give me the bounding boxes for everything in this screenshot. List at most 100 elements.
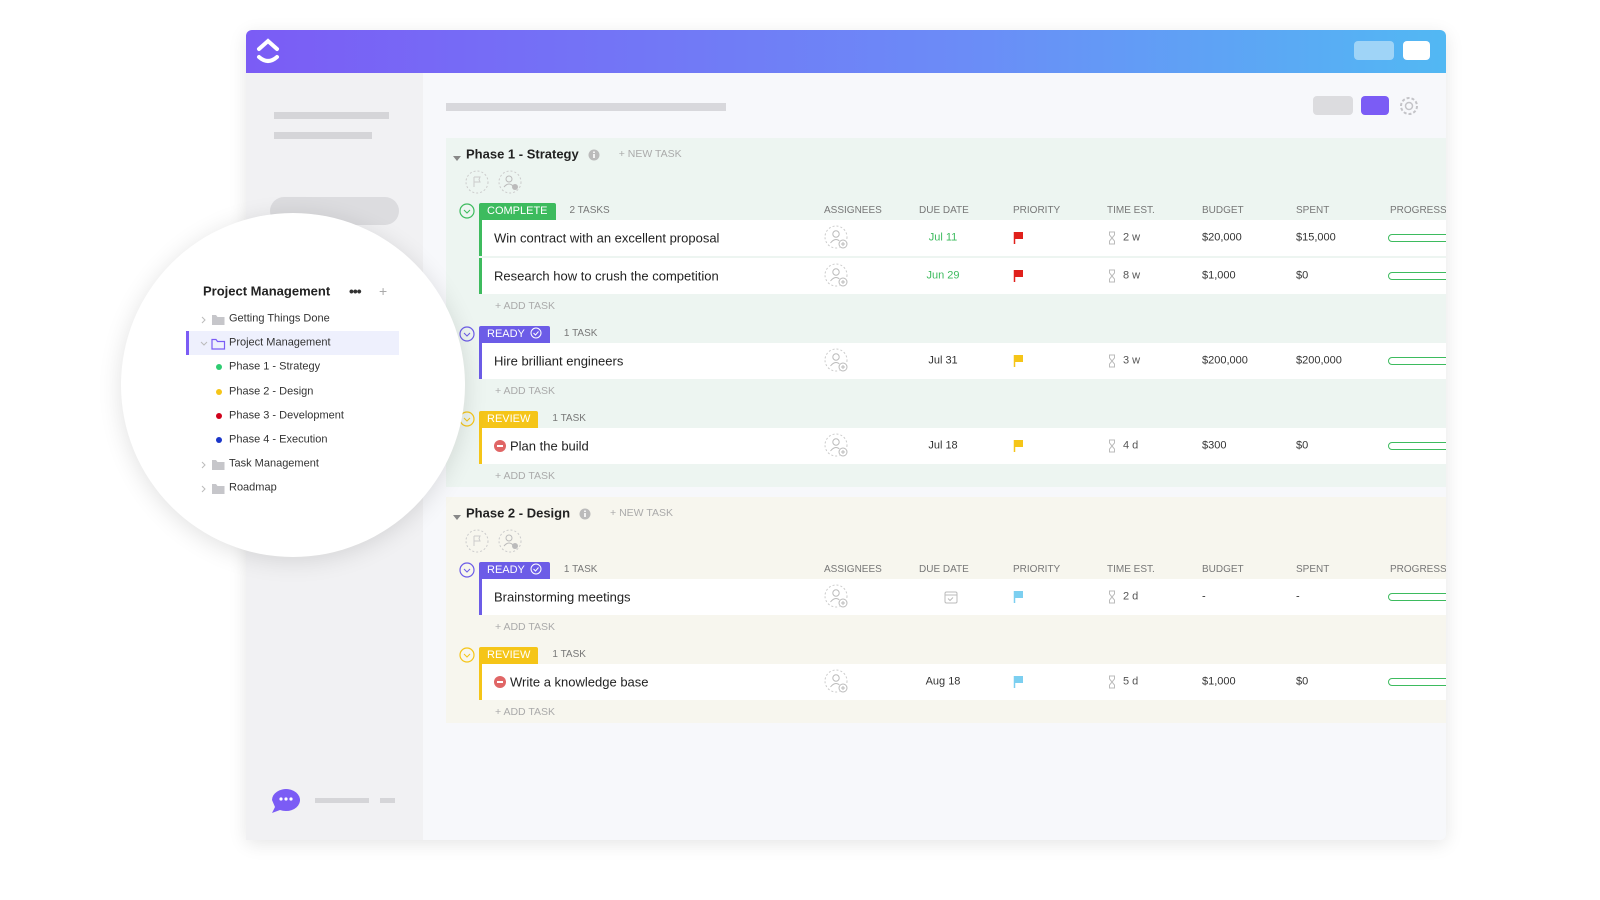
task-row[interactable]: [479, 664, 1446, 700]
status-badge: READY: [479, 326, 550, 343]
info-icon: [588, 148, 600, 161]
blocked-bar: [497, 681, 503, 683]
task-count: 1 TASK: [552, 413, 586, 424]
time-estimate: 2 w: [1123, 231, 1141, 244]
due-date: Jul 31: [928, 354, 958, 367]
chat-button[interactable]: [268, 786, 304, 814]
assignee-icon: [824, 584, 850, 610]
column-header: SPENT: [1296, 564, 1330, 575]
group-toggle: [459, 203, 475, 219]
add-task-button[interactable]: + ADD TASK: [495, 384, 556, 397]
task-row[interactable]: [479, 579, 1446, 615]
task-count: 1 TASK: [563, 564, 598, 575]
task-row[interactable]: [479, 258, 1446, 294]
new-task-button[interactable]: + NEW TASK: [610, 506, 673, 519]
priority-flag: [1013, 354, 1025, 368]
top-bar: [246, 30, 1446, 73]
task-row[interactable]: [479, 220, 1446, 256]
hourglass-icon: [1107, 269, 1117, 283]
logo: [257, 38, 279, 63]
view-button[interactable]: [1313, 96, 1353, 115]
placeholder-bar: [380, 798, 395, 803]
task-name[interactable]: Plan the build: [510, 438, 589, 454]
group-toggle: [459, 562, 475, 578]
placeholder-bar: [274, 112, 389, 119]
main-area: Phase 1 - Strategy + NEW TASK COMPLETE 2 TA…: [446, 146, 1446, 723]
task-name[interactable]: Write a knowledge base: [510, 674, 649, 690]
status-text: READY: [487, 328, 525, 340]
task-name[interactable]: Brainstorming meetings: [494, 589, 631, 605]
add-task-button[interactable]: + ADD TASK: [495, 299, 556, 312]
add-task-button[interactable]: + ADD TASK: [495, 705, 556, 718]
magnifier: [121, 213, 465, 557]
calendar-icon: [944, 590, 958, 604]
hourglass-icon: [1107, 590, 1117, 604]
status-text: REVIEW: [487, 413, 531, 425]
placeholder-bar: [315, 798, 369, 803]
column-header: SPENT: [1296, 205, 1330, 216]
column-header: TIME EST.: [1107, 564, 1155, 575]
column-header: BUDGET: [1202, 564, 1244, 575]
due-date: Aug 18: [925, 675, 961, 688]
column-header: PROGRESS: [1390, 205, 1446, 216]
budget: $300: [1202, 439, 1227, 452]
progress-bar: [1388, 678, 1446, 686]
assignee-icon: [824, 225, 850, 251]
settings-icon[interactable]: [1398, 95, 1420, 117]
placeholder-bar: [446, 103, 726, 111]
assignee-icon: [824, 433, 850, 459]
new-task-button[interactable]: + NEW TASK: [618, 147, 682, 160]
view-button[interactable]: [1361, 96, 1389, 115]
priority-flag: [1013, 439, 1025, 453]
task-name[interactable]: Research how to crush the competition: [494, 268, 719, 284]
placeholder-bar: [274, 132, 372, 139]
status-text: COMPLETE: [487, 205, 548, 217]
assignee-icon: [824, 263, 850, 289]
progress-bar: [1388, 593, 1446, 601]
top-button[interactable]: [1354, 41, 1394, 60]
check-icon: [530, 563, 542, 575]
group-toggle: [459, 326, 475, 342]
progress-bar: [1388, 357, 1446, 365]
time-estimate: 8 w: [1123, 269, 1141, 282]
priority-flag: [1013, 231, 1025, 245]
group-toggle: [459, 647, 475, 663]
spent: -: [1296, 590, 1300, 603]
info-icon: [579, 507, 591, 520]
assignee-icon: [824, 669, 850, 695]
spent: $0: [1296, 269, 1309, 282]
task-name[interactable]: Win contract with an excellent proposal: [494, 230, 720, 246]
add-task-button[interactable]: + ADD TASK: [495, 620, 556, 633]
task-count: 2 TASKS: [569, 205, 610, 216]
top-button[interactable]: [1403, 41, 1430, 60]
column-header: BUDGET: [1202, 205, 1244, 216]
task-row[interactable]: [479, 343, 1446, 379]
task-name[interactable]: Hire brilliant engineers: [494, 353, 624, 369]
budget: $1,000: [1202, 675, 1236, 688]
task-row[interactable]: [479, 428, 1446, 464]
time-estimate: 4 d: [1123, 439, 1139, 452]
due-date: Jun 29: [926, 269, 960, 282]
due-date: Jul 11: [928, 231, 958, 244]
budget: $20,000: [1202, 231, 1242, 244]
collapse-caret: [452, 150, 462, 161]
phase-title: Phase 2 - Design: [466, 505, 571, 521]
flag-icon: [465, 170, 489, 194]
column-header: DUE DATE: [919, 205, 969, 216]
task-count: 1 TASK: [563, 328, 598, 339]
priority-flag: [1013, 675, 1025, 689]
column-header: PRIORITY: [1013, 205, 1061, 216]
flag-icon: [465, 529, 489, 553]
budget: $200,000: [1202, 354, 1248, 367]
status-badge: REVIEW: [479, 647, 539, 664]
due-date: Jul 18: [928, 439, 958, 452]
hourglass-icon: [1107, 439, 1117, 453]
hourglass-icon: [1107, 354, 1117, 368]
column-header: DUE DATE: [919, 564, 969, 575]
add-task-button[interactable]: + ADD TASK: [495, 469, 556, 482]
phase-title: Phase 1 - Strategy: [466, 146, 579, 162]
priority-flag: [1013, 269, 1025, 283]
column-header: ASSIGNEES: [824, 564, 882, 575]
status-text: REVIEW: [487, 649, 531, 661]
time-estimate: 3 w: [1123, 354, 1141, 367]
